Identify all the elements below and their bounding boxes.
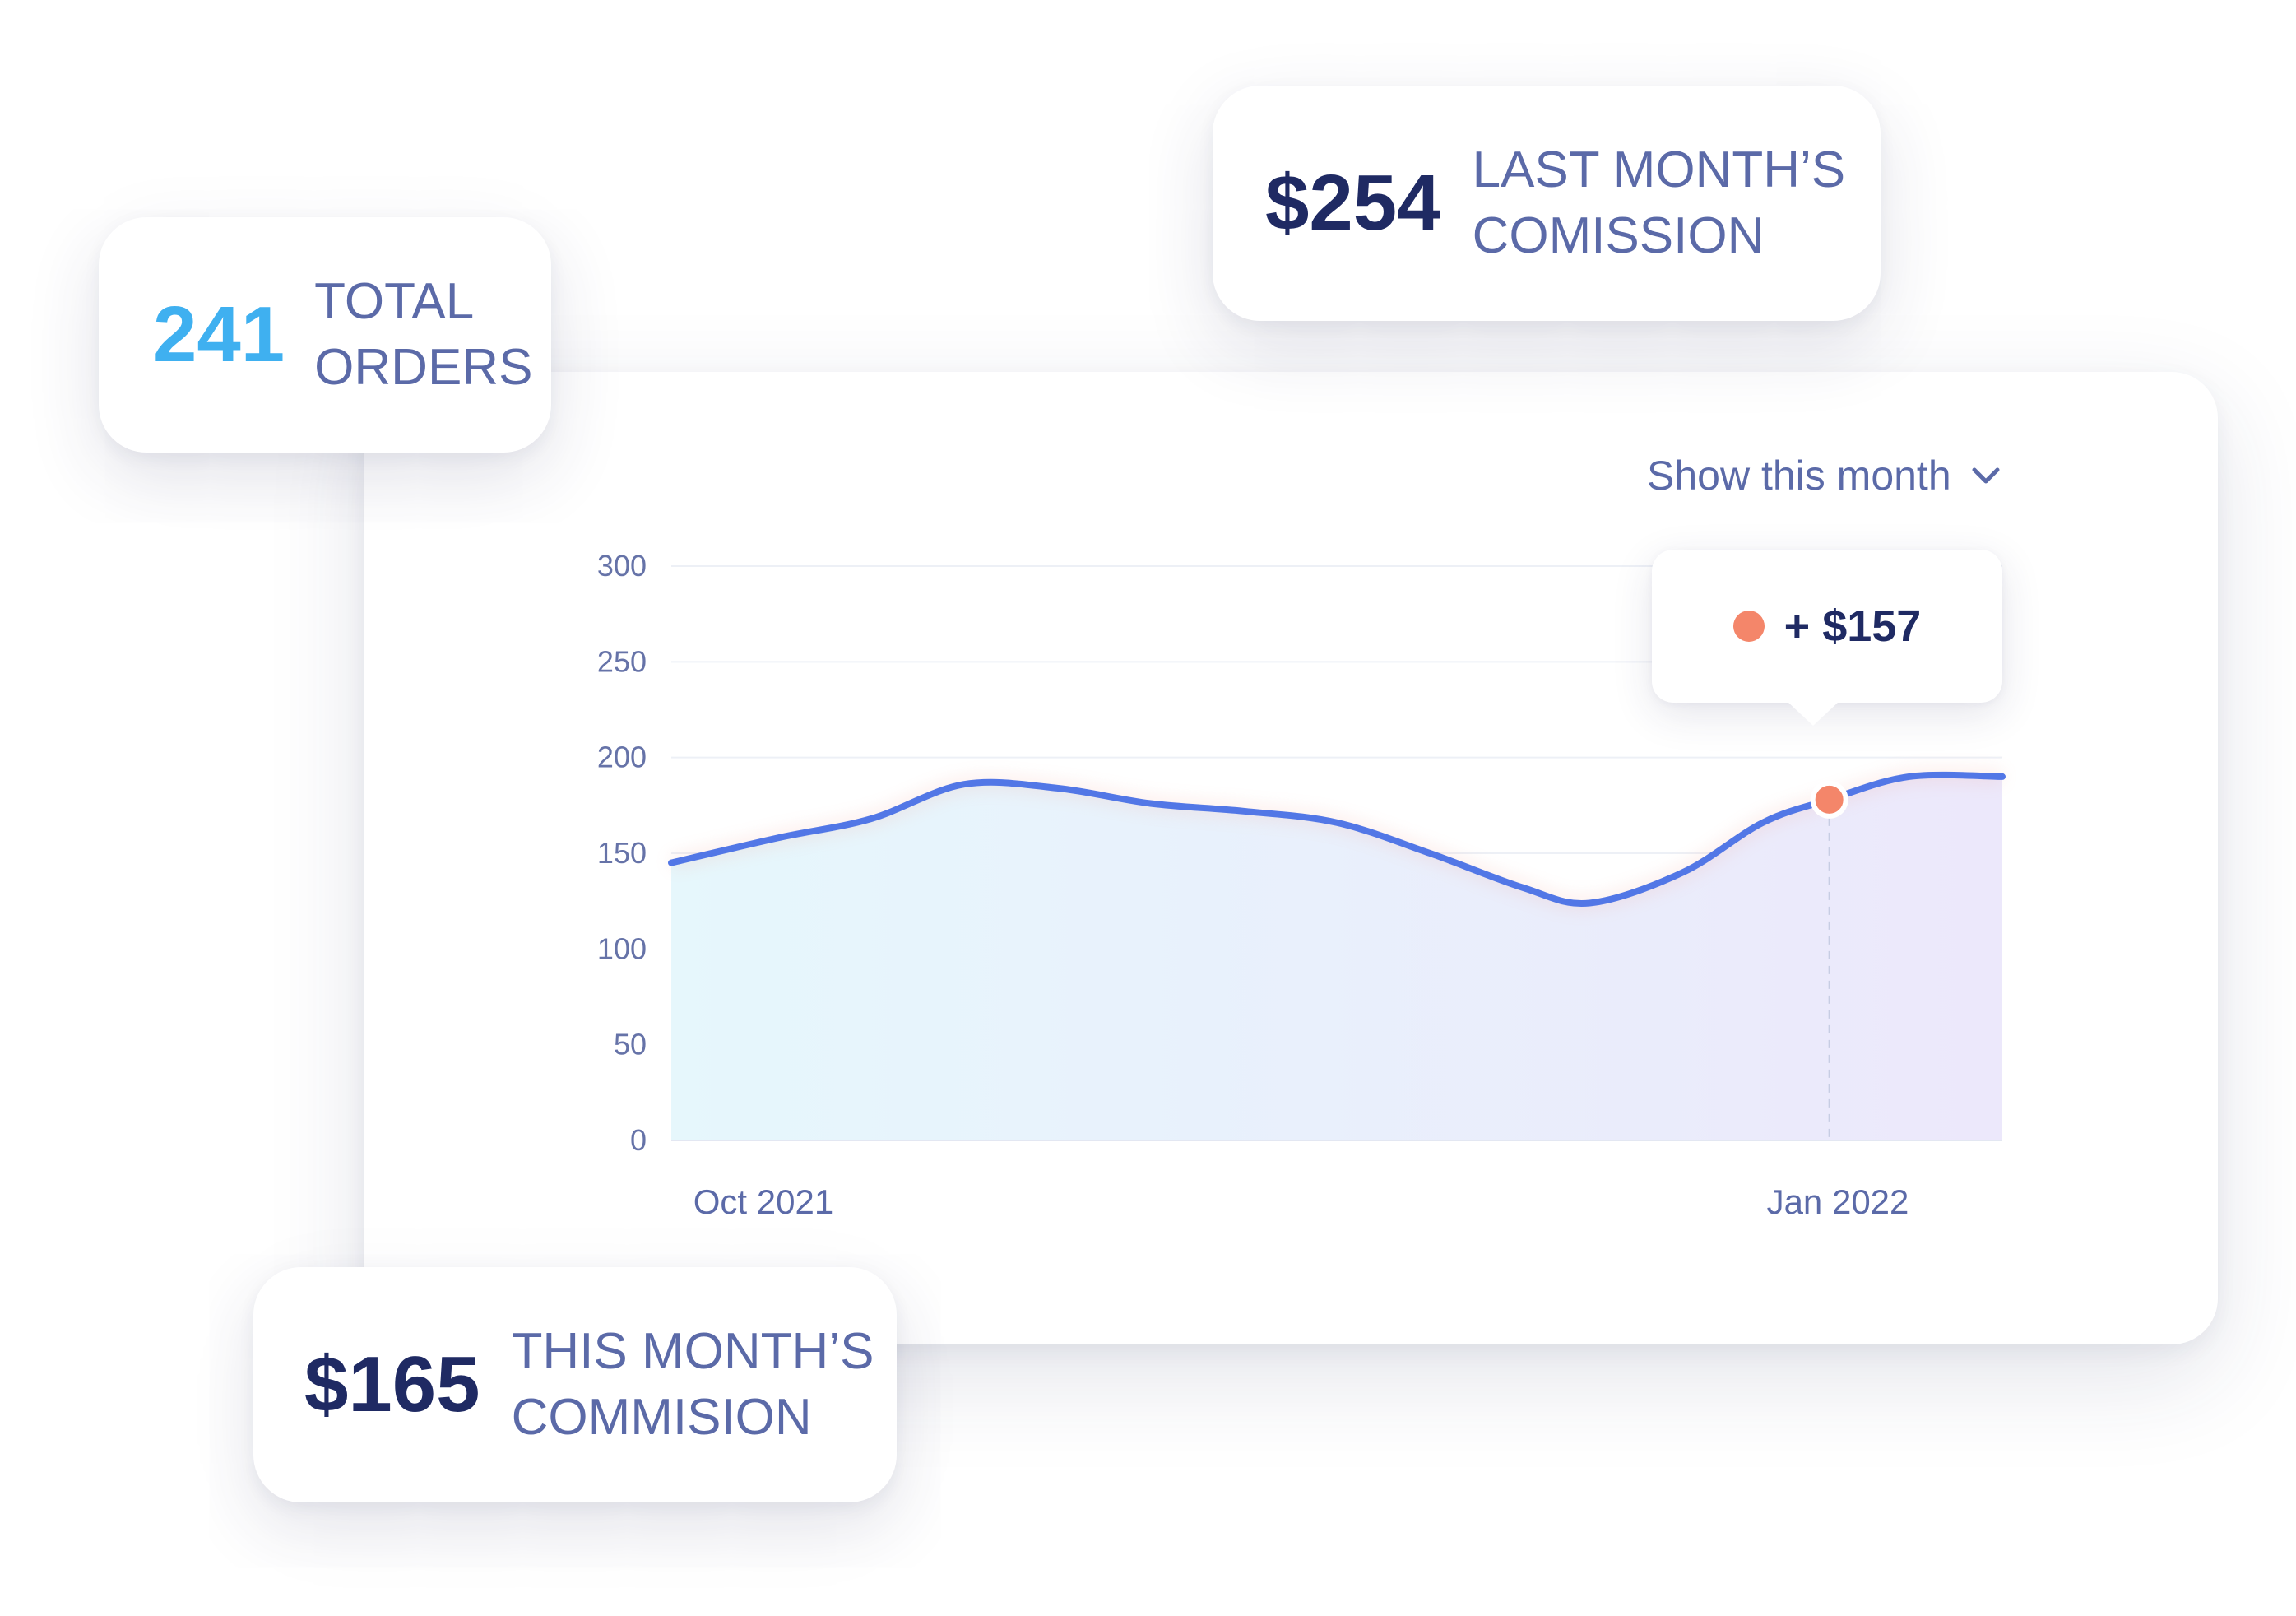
this-month-commission-label: THIS MONTH’S COMMISION bbox=[512, 1319, 874, 1451]
period-dropdown[interactable]: Show this month bbox=[1647, 451, 2002, 500]
y-tick-label: 50 bbox=[614, 1028, 647, 1061]
total-orders-card: 241 TOTAL ORDERS bbox=[99, 217, 551, 453]
last-month-commission-label: LAST MONTH’S COMISSION bbox=[1473, 137, 1846, 269]
tooltip-marker bbox=[1732, 611, 1765, 642]
y-tick-label: 200 bbox=[597, 741, 647, 774]
last-month-commission-label-line1: LAST MONTH’S bbox=[1472, 142, 1846, 198]
y-tick-label: 150 bbox=[597, 836, 647, 870]
total-orders-label-line2: ORDERS bbox=[314, 339, 533, 396]
x-tick-label-oct-2021: Oct 2021 bbox=[693, 1182, 833, 1221]
last-month-commission-card: $254 LAST MONTH’S COMISSION bbox=[1213, 86, 1881, 321]
total-orders-value: 241 bbox=[153, 290, 285, 378]
period-dropdown-label: Show this month bbox=[1647, 453, 1951, 499]
total-orders-label: TOTAL ORDERS bbox=[314, 269, 532, 401]
y-axis-ticks: 300 250 200 150 100 50 0 bbox=[597, 549, 647, 1157]
series-line bbox=[668, 771, 2006, 907]
area-fill bbox=[671, 774, 2002, 1140]
value-tooltip: + $157 bbox=[1652, 550, 2002, 726]
highlight-point[interactable] bbox=[1810, 780, 1848, 819]
total-orders-label-line1: TOTAL bbox=[314, 273, 475, 330]
x-tick-label-jan-2022: Jan 2022 bbox=[1767, 1182, 1909, 1221]
last-month-commission-value: $254 bbox=[1265, 159, 1441, 247]
y-tick-label: 300 bbox=[597, 549, 647, 583]
tooltip-value: + $157 bbox=[1783, 601, 1922, 651]
y-tick-label: 250 bbox=[597, 644, 647, 678]
this-month-commission-card: $165 THIS MONTH’S COMMISION bbox=[253, 1267, 897, 1502]
y-tick-label: 0 bbox=[630, 1123, 647, 1157]
chevron-down-icon bbox=[1972, 467, 2000, 484]
this-month-commission-label-line1: THIS MONTH’S bbox=[511, 1323, 874, 1380]
y-tick-label: 100 bbox=[597, 931, 647, 965]
this-month-commission-value: $165 bbox=[304, 1340, 480, 1428]
tooltip-arrow bbox=[1787, 701, 1839, 726]
this-month-commission-label-line2: COMMISION bbox=[511, 1389, 812, 1446]
last-month-commission-label-line2: COMISSION bbox=[1472, 207, 1765, 264]
